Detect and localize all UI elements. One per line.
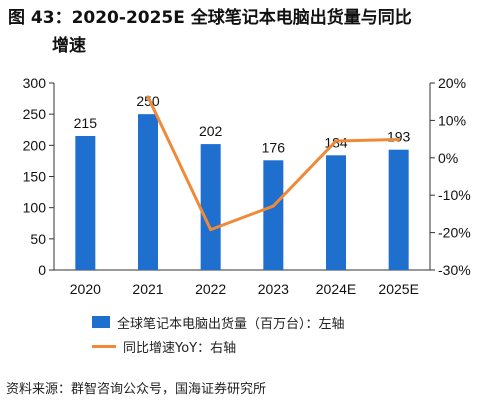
yoy-point (146, 95, 150, 99)
x-tick-label: 2025E (378, 281, 418, 297)
left-tick-label: 100 (23, 200, 47, 216)
right-tick-label: 20% (438, 75, 466, 91)
left-tick-label: 150 (23, 169, 47, 185)
chart-title: 图 43：2020-2025E 全球笔记本电脑出货量与同比 增速 (8, 4, 494, 60)
bar-data-label: 215 (74, 115, 98, 131)
yoy-point (397, 137, 401, 141)
bar-data-label: 193 (387, 129, 411, 145)
bar (200, 144, 221, 270)
right-tick-label: -30% (438, 262, 471, 278)
yoy-point (334, 139, 338, 143)
legend-bar-swatch (92, 316, 110, 328)
left-tick-label: 300 (23, 75, 47, 91)
yoy-point (271, 204, 275, 208)
left-tick-label: 0 (38, 262, 46, 278)
right-tick-label: -20% (438, 225, 471, 241)
bar (326, 155, 346, 270)
chart-title-line2: 增速 (52, 36, 86, 56)
x-tick-label: 2022 (195, 281, 226, 297)
legend-line-swatch (92, 344, 116, 348)
legend-bar-label: 全球笔记本电脑出货量（百万台）：左轴 (117, 316, 345, 332)
yoy-point (209, 228, 213, 232)
x-tick-label: 2020 (70, 281, 101, 297)
bar-data-label: 176 (262, 139, 286, 155)
right-tick-label: 0% (438, 150, 458, 166)
x-tick-label: 2021 (132, 281, 163, 297)
x-tick-label: 2024E (316, 281, 356, 297)
left-tick-label: 200 (23, 137, 47, 153)
bar-data-label: 250 (136, 93, 160, 109)
legend-line-label: 同比增速YoY：右轴 (123, 340, 237, 356)
bar (263, 160, 284, 270)
bar (388, 149, 409, 270)
right-tick-label: -10% (438, 187, 471, 203)
left-tick-label: 50 (30, 231, 46, 247)
right-tick-label: 10% (438, 112, 466, 128)
bar (138, 114, 158, 271)
source-note: 资料来源：群智咨询公众号，国海证券研究所 (6, 382, 267, 397)
bar-data-label: 202 (199, 123, 223, 139)
legend-item-bar: 全球笔记本电脑出货量（百万台）：左轴 (92, 313, 345, 332)
bar (75, 135, 96, 270)
left-tick-label: 250 (23, 106, 47, 122)
chart-title-line1: 图 43：2020-2025E 全球笔记本电脑出货量与同比 (8, 8, 412, 28)
legend-item-line: 同比增速YoY：右轴 (92, 337, 237, 356)
x-tick-label: 2023 (258, 281, 289, 297)
